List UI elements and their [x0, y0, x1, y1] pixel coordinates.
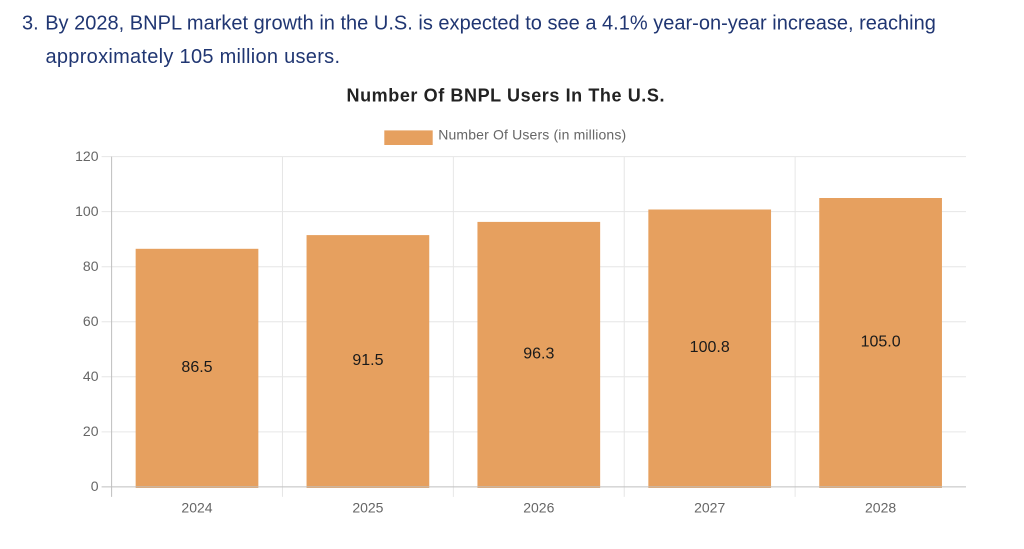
svg-text:2027: 2027: [694, 499, 725, 515]
svg-text:0: 0: [91, 478, 99, 494]
svg-text:60: 60: [83, 313, 99, 329]
svg-text:2026: 2026: [523, 499, 554, 515]
svg-text:105.0: 105.0: [861, 333, 901, 350]
svg-text:approximately 105 million user: approximately 105 million users.: [46, 46, 341, 68]
svg-text:86.5: 86.5: [181, 359, 212, 376]
svg-text:100: 100: [75, 203, 99, 219]
svg-text:Number Of Users (in millions): Number Of Users (in millions): [438, 127, 626, 143]
svg-text:40: 40: [83, 368, 99, 384]
svg-text:By 2028, BNPL market growth in: By 2028, BNPL market growth in the U.S. …: [45, 12, 936, 34]
svg-text:Number Of BNPL Users In The U.: Number Of BNPL Users In The U.S.: [347, 85, 665, 105]
svg-text:20: 20: [83, 423, 99, 439]
svg-text:2024: 2024: [181, 499, 212, 515]
svg-text:3.: 3.: [22, 12, 39, 34]
svg-text:91.5: 91.5: [352, 352, 383, 369]
svg-text:120: 120: [75, 148, 99, 164]
svg-text:80: 80: [83, 258, 99, 274]
svg-text:2028: 2028: [865, 499, 896, 515]
svg-text:2025: 2025: [352, 499, 383, 515]
svg-text:100.8: 100.8: [690, 339, 730, 356]
svg-text:96.3: 96.3: [523, 345, 554, 362]
